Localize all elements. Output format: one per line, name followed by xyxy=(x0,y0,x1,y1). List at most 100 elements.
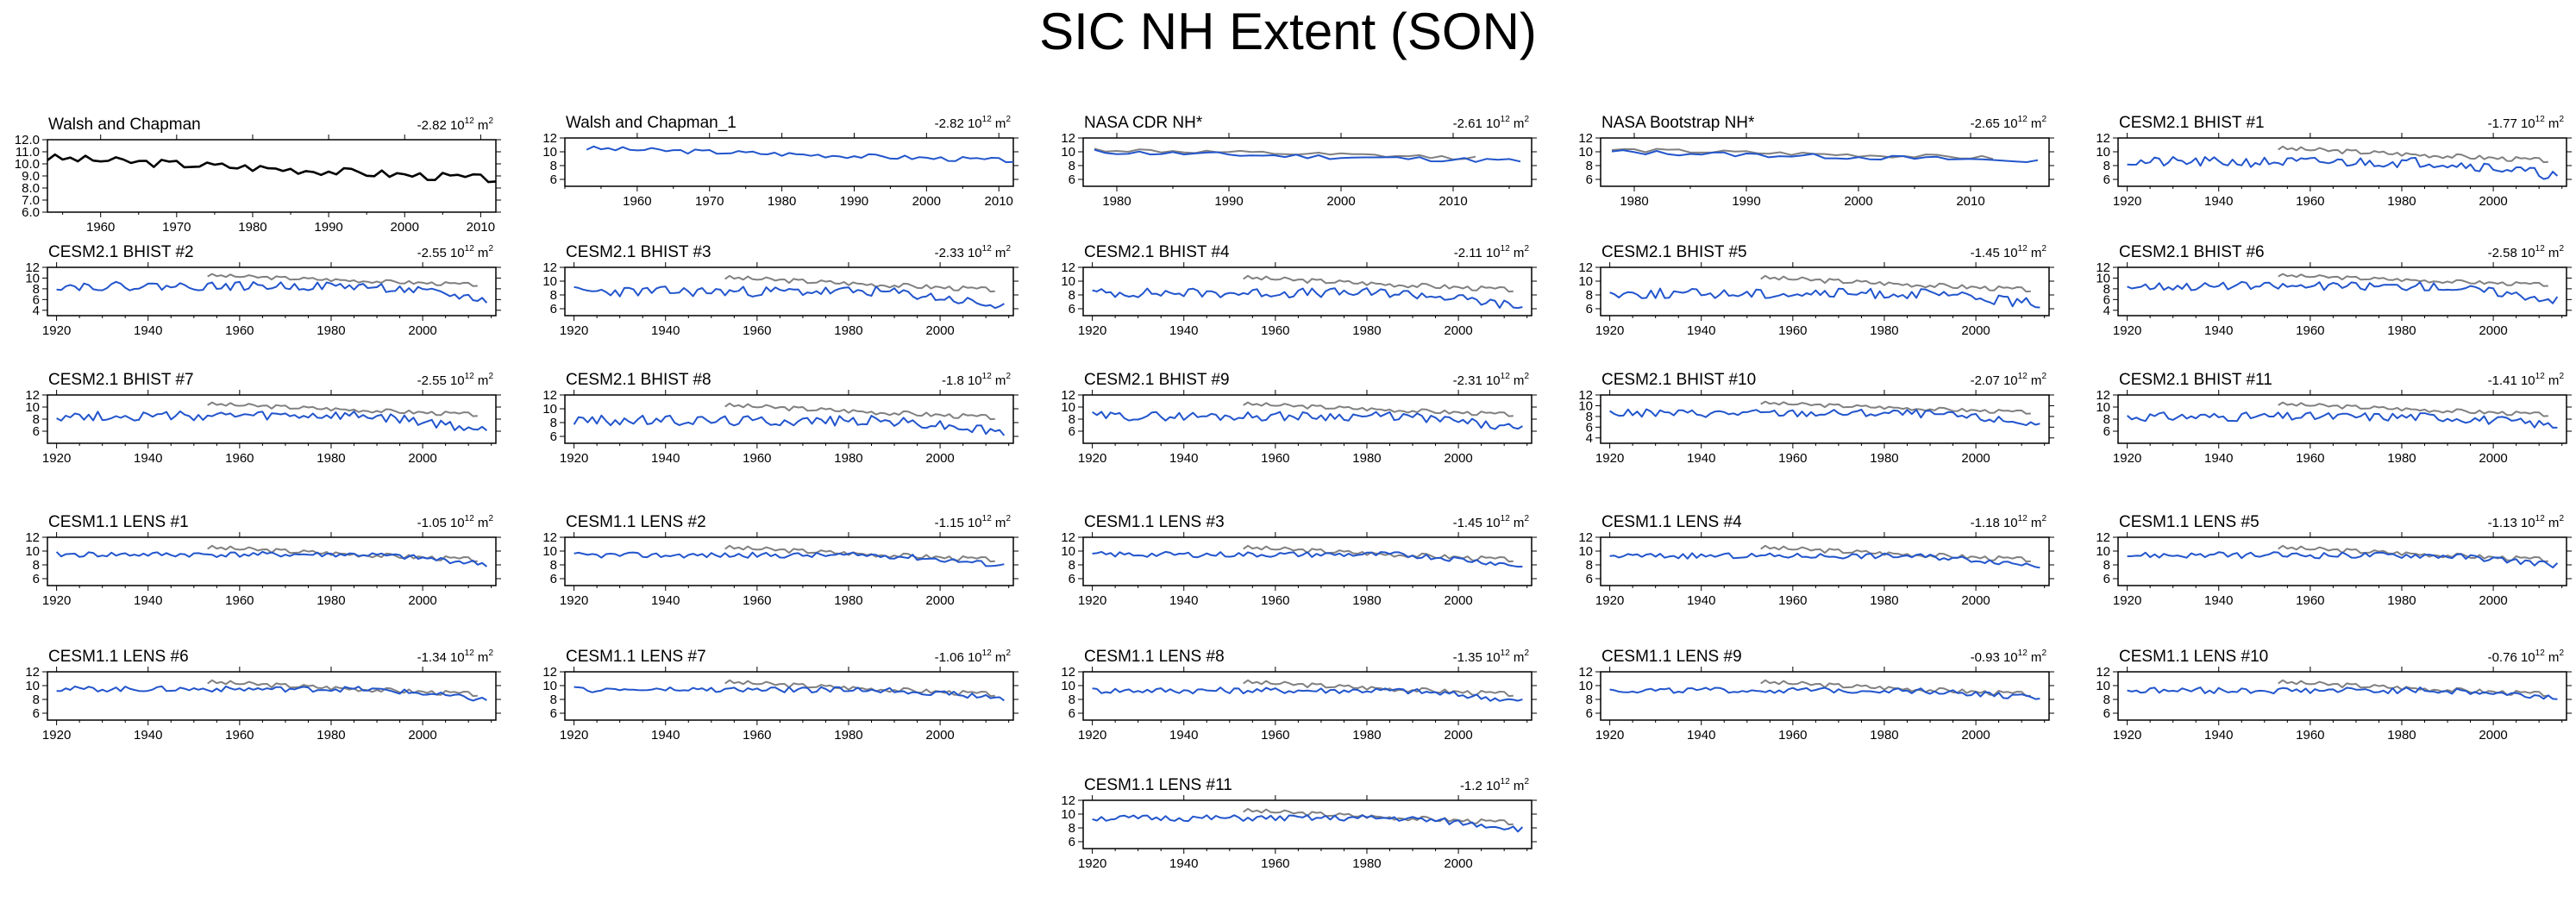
panel-title: CESM1.1 LENS #5 xyxy=(2119,513,2259,531)
y-tick-label: 9.0 xyxy=(22,169,40,184)
x-tick-label: 1960 xyxy=(1778,451,1807,466)
chart-panel: CESM1.1 LENS #7 -1.06 1012 m2 1920 1940 1960… xyxy=(542,648,1018,743)
x-tick-label: 2000 xyxy=(1961,323,1990,338)
x-tick-label: 2000 xyxy=(408,451,436,466)
model-series-line xyxy=(573,686,1005,702)
x-tick-label: 1960 xyxy=(225,451,254,466)
y-tick-label: 8 xyxy=(1069,159,1075,173)
chart-panel: CESM2.1 BHIST #4 -2.11 1012 m2 1920 1940 196… xyxy=(1061,243,1537,338)
y-tick-label: 8 xyxy=(2103,558,2110,573)
x-tick-label: 2000 xyxy=(1444,323,1472,338)
trend-label: -1.45 1012 m2 xyxy=(1453,514,1530,530)
y-tick-label: 8 xyxy=(1069,412,1075,427)
y-tick-label: 8 xyxy=(550,288,557,303)
x-tick-label: 1960 xyxy=(225,728,254,743)
model-series-line xyxy=(1611,149,2039,163)
y-tick-label: 10 xyxy=(1061,400,1075,415)
x-tick-label: 1920 xyxy=(1595,728,1624,743)
y-tick-label: 12 xyxy=(1061,665,1075,680)
observation-series-line xyxy=(2278,679,2548,698)
x-tick-label: 1980 xyxy=(2387,593,2416,608)
trend-label: -2.33 1012 m2 xyxy=(935,244,1012,260)
y-tick-label: 10 xyxy=(1061,544,1075,559)
plot-frame xyxy=(564,137,1014,187)
x-tick-label: 1990 xyxy=(1214,194,1243,209)
panel-title: CESM2.1 BHIST #7 xyxy=(48,371,194,389)
chart-panel: CESM1.1 LENS #3 -1.45 1012 m2 1920 1940 1960… xyxy=(1061,513,1537,608)
model-series-line xyxy=(2127,551,2559,569)
panel-title: CESM1.1 LENS #8 xyxy=(1084,648,1225,666)
x-tick-label: 1920 xyxy=(2113,194,2141,209)
y-tick-label: 12 xyxy=(25,530,40,545)
y-tick-label: 6 xyxy=(1586,302,1593,316)
observation-series-line xyxy=(1760,400,2031,415)
y-tick-label: 10 xyxy=(1061,274,1075,289)
x-tick-label: 1940 xyxy=(651,593,680,608)
model-series-line xyxy=(1092,814,1524,833)
x-tick-label: 1920 xyxy=(2113,593,2141,608)
x-tick-label: 2000 xyxy=(2479,194,2507,209)
y-tick-label: 12 xyxy=(1578,388,1593,403)
trend-label: -1.2 1012 m2 xyxy=(1460,777,1530,793)
y-tick-label: 6 xyxy=(550,429,557,444)
chart-panel: CESM2.1 BHIST #8 -1.8 1012 m2 1920 1940 1960… xyxy=(542,371,1018,466)
x-tick-label: 1960 xyxy=(743,323,771,338)
plot-frame xyxy=(2117,137,2567,187)
plot-frame xyxy=(1600,536,2050,586)
y-tick-label: 8 xyxy=(1586,410,1593,424)
x-tick-label: 2000 xyxy=(925,451,954,466)
x-tick-label: 2000 xyxy=(1444,856,1472,871)
y-tick-label: 10 xyxy=(1061,145,1075,160)
x-tick-label: 1980 xyxy=(238,220,266,235)
x-tick-label: 2000 xyxy=(925,593,954,608)
x-tick-label: 1940 xyxy=(651,323,680,338)
model-series-line xyxy=(56,410,488,431)
observation-series-line xyxy=(1243,401,1514,417)
y-tick-label: 6.0 xyxy=(22,205,40,220)
y-tick-label: 10 xyxy=(1061,679,1075,693)
trend-label: -1.15 1012 m2 xyxy=(935,514,1012,530)
chart-panel: CESM2.1 BHIST #5 -1.45 1012 m2 1920 1940 196… xyxy=(1578,243,2054,338)
x-tick-label: 2000 xyxy=(2479,728,2507,743)
trend-label: -2.31 1012 m2 xyxy=(1453,372,1530,388)
y-tick-label: 12 xyxy=(2096,665,2110,680)
x-tick-label: 1940 xyxy=(134,593,162,608)
y-tick-label: 8 xyxy=(1586,288,1593,303)
panel-title: CESM1.1 LENS #9 xyxy=(1601,648,1742,666)
x-tick-label: 1920 xyxy=(1078,593,1106,608)
y-tick-label: 8 xyxy=(1586,159,1593,173)
y-tick-label: 4 xyxy=(1586,431,1593,446)
x-tick-label: 2000 xyxy=(1961,728,1990,743)
model-series-line xyxy=(2127,686,2558,700)
trend-label: -2.82 1012 m2 xyxy=(417,116,494,133)
x-tick-label: 1980 xyxy=(834,323,862,338)
model-series-line xyxy=(1609,552,2040,569)
plot-frame xyxy=(564,394,1014,444)
y-tick-label: 6 xyxy=(1069,835,1075,849)
x-tick-label: 1980 xyxy=(1352,593,1381,608)
y-tick-label: 12 xyxy=(542,260,557,275)
plot-frame xyxy=(1082,799,1532,849)
x-tick-label: 1920 xyxy=(2113,451,2141,466)
observation-series-line xyxy=(2278,145,2548,164)
chart-panel: CESM2.1 BHIST #1 -1.77 1012 m2 1920 1940 196… xyxy=(2096,114,2572,209)
panel-title: CESM2.1 BHIST #8 xyxy=(566,371,711,389)
x-tick-label: 2000 xyxy=(1444,593,1472,608)
x-tick-label: 1940 xyxy=(134,728,162,743)
x-tick-label: 1960 xyxy=(1261,323,1289,338)
y-tick-label: 10 xyxy=(542,544,557,559)
panel-title: CESM1.1 LENS #2 xyxy=(566,513,706,531)
y-tick-label: 10 xyxy=(542,402,557,417)
model-series-line xyxy=(56,685,487,702)
x-tick-label: 1990 xyxy=(840,194,868,209)
model-series-line xyxy=(56,280,488,304)
observation-series-line xyxy=(724,274,995,293)
x-tick-label: 1980 xyxy=(1352,451,1381,466)
observation-series-line xyxy=(1760,274,2031,293)
x-tick-label: 1920 xyxy=(1078,856,1106,871)
y-tick-label: 8 xyxy=(33,412,40,427)
observation-series-line xyxy=(724,679,995,698)
chart-panel: CESM2.1 BHIST #9 -2.31 1012 m2 1920 1940 196… xyxy=(1061,371,1537,466)
plot-frame xyxy=(2117,266,2567,316)
y-tick-label: 6 xyxy=(2103,572,2110,586)
